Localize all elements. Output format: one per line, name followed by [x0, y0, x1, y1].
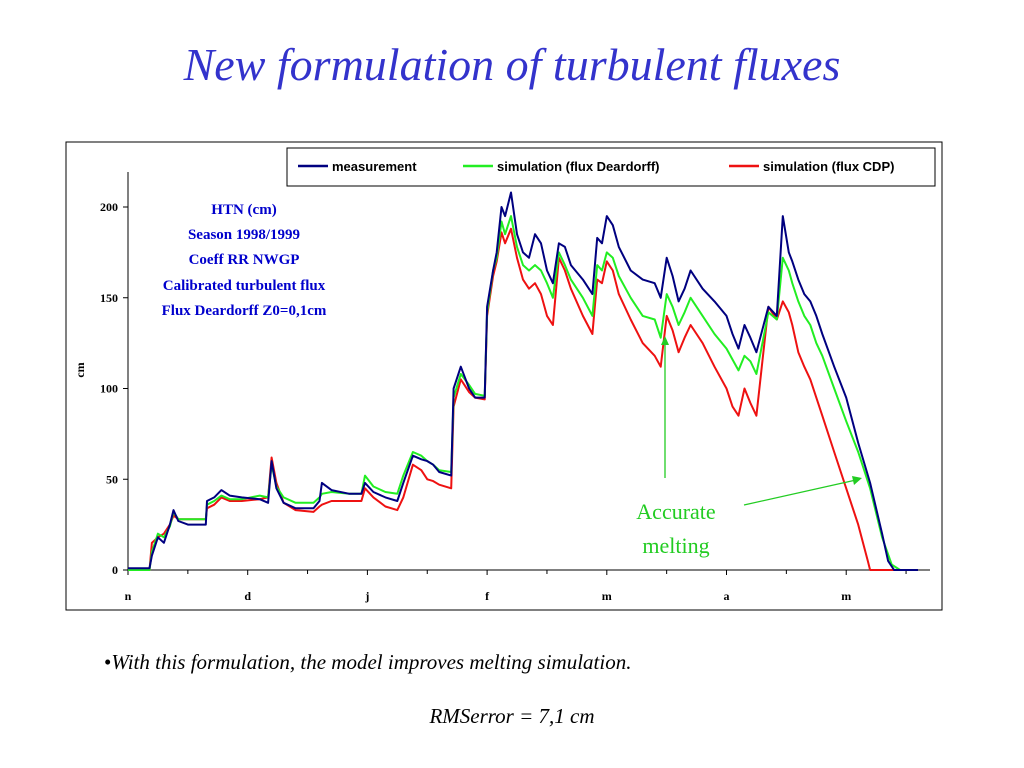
y-tick-label: 200: [100, 200, 118, 214]
legend-label-deardorff: simulation (flux Deardorff): [497, 159, 660, 174]
legend-label-measurement: measurement: [332, 159, 417, 174]
info-line-4: Calibrated turbulent flux: [163, 278, 326, 294]
bullet-marker: •: [104, 650, 112, 674]
annotation-arrowhead-diagonal: [852, 476, 862, 485]
x-tick-label: m: [841, 589, 851, 603]
x-tick-label: n: [125, 589, 132, 603]
info-line-2: Season 1998/1999: [188, 227, 300, 243]
annotation-arrow-diagonal: [743, 479, 857, 506]
y-tick-label: 50: [106, 472, 118, 486]
annotation: Accurate melting: [636, 336, 862, 558]
y-tick-label: 100: [100, 382, 118, 396]
legend-box: [286, 147, 936, 187]
annotation-line-1: Accurate: [636, 499, 715, 524]
info-line-1: HTN (cm): [211, 202, 276, 218]
info-line-3: Coeff RR NWGP: [189, 252, 300, 268]
annotation-line-2: melting: [642, 533, 709, 558]
x-tick-label: m: [602, 589, 612, 603]
bullet-point: •With this formulation, the model improv…: [104, 650, 631, 675]
slide-title: New formulation of turbulent fluxes: [183, 39, 841, 90]
series-group: [128, 191, 918, 571]
y-axis: 0 50 100 150 200 cm: [73, 172, 129, 577]
chart-frame: [65, 141, 943, 611]
x-tick-label: f: [485, 589, 490, 603]
x-tick-label: j: [364, 589, 369, 603]
y-tick-label: 150: [100, 291, 118, 305]
legend: measurement simulation (flux Deardorff) …: [286, 147, 936, 187]
bullet-text: With this formulation, the model improve…: [111, 650, 632, 674]
series-measurement: [128, 191, 918, 571]
x-tick-label: d: [244, 589, 251, 603]
legend-label-cdp: simulation (flux CDP): [763, 159, 894, 174]
info-line-5: Flux Deardorff Z0=0,1cm: [162, 303, 327, 319]
rms-error-text: RMSerror = 7,1 cm: [429, 704, 595, 728]
x-tick-label: a: [724, 589, 730, 603]
info-block: HTN (cm) Season 1998/1999 Coeff RR NWGP …: [162, 202, 327, 319]
y-tick-label: 0: [112, 563, 118, 577]
annotation-arrowhead-vertical: [661, 336, 669, 345]
y-axis-label: cm: [73, 362, 87, 377]
